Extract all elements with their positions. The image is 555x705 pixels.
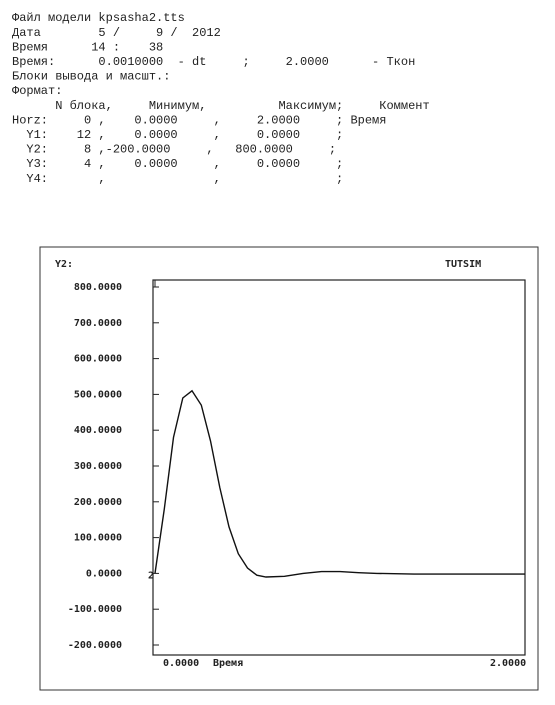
header-line: Блоки вывода и масшт.: (12, 70, 170, 84)
series-line (154, 389, 525, 578)
y-tick-label: -100.0000 (68, 604, 122, 615)
y-tick-label: 500.0000 (74, 389, 122, 400)
header-line: Y3: 4 , 0.0000 , 0.0000 ; (12, 157, 343, 171)
header-line: Формат: (12, 84, 62, 98)
header-line: Время: 0.0010000 - dt ; 2.0000 - Ткон (12, 55, 415, 69)
header-line: N блока, Минимум, Максимум; Коммент (12, 99, 430, 113)
y-tick-label: 400.0000 (74, 425, 122, 436)
header-line: Y4: , , ; (12, 172, 343, 186)
header-line: Время 14 : 38 (12, 40, 163, 54)
series-marker: 2 (148, 570, 154, 581)
x-axis-label: Время (213, 658, 243, 669)
header-line: Файл модели kpsasha2.tts (12, 11, 185, 25)
header-line: Дата 5 / 9 / 2012 (12, 26, 221, 40)
y-tick-label: 200.0000 (74, 497, 122, 508)
x-tick-label: 2.0000 (490, 658, 526, 669)
y-tick-label: 800.0000 (74, 282, 122, 293)
header-line: Y1: 12 , 0.0000 , 0.0000 ; (12, 128, 343, 142)
y-tick-label: 100.0000 (74, 533, 122, 544)
y-tick-label: 700.0000 (74, 318, 122, 329)
plot-frame (152, 279, 526, 656)
header-line: Horz: 0 , 0.0000 , 2.0000 ; Время (12, 113, 386, 127)
y-tick-label: 0.0000 (86, 568, 122, 579)
y-tick-label: -200.0000 (68, 640, 122, 651)
brand: TUTSIM (445, 259, 481, 270)
x-tick-label: 0.0000 (163, 658, 199, 669)
chart-frame (39, 246, 539, 691)
header-line: Y2: 8 ,-200.0000 , 800.0000 ; (12, 143, 336, 157)
y-tick-label: 300.0000 (74, 461, 122, 472)
y-axis-label: Y2: (55, 259, 73, 270)
y-tick-label: 600.0000 (74, 354, 122, 365)
